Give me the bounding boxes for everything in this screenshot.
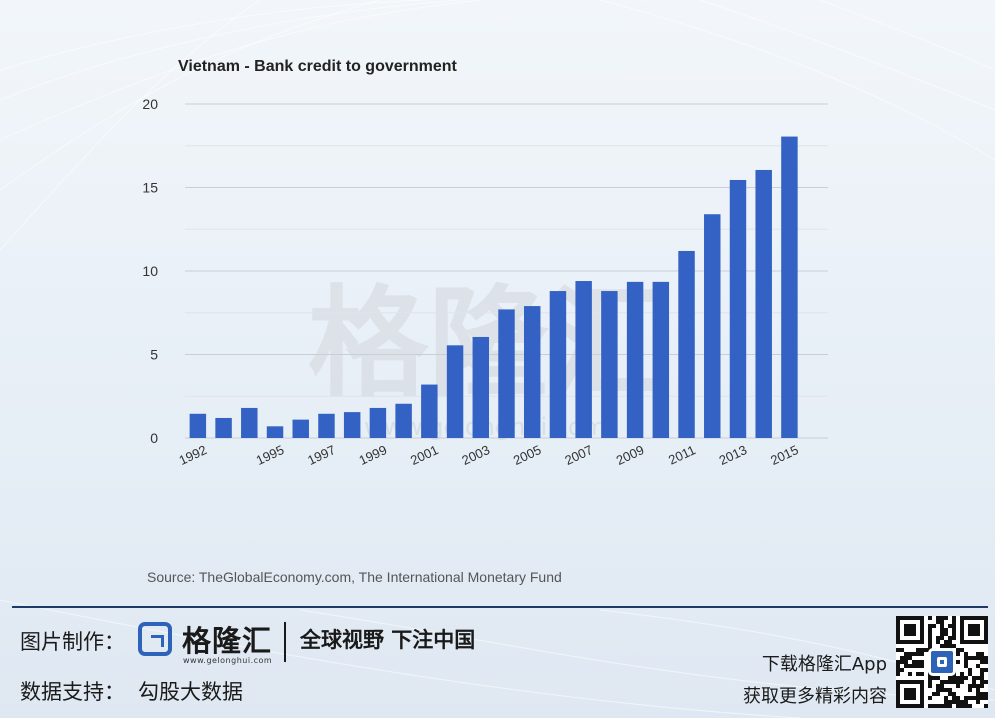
gelonghui-logo-icon [138,622,172,656]
logo-divider [284,622,286,662]
data-support-label: 数据支持： [20,680,125,704]
x-tick-label: 2011 [666,442,698,467]
bar-2014 [755,169,772,438]
chart-source: Source: TheGlobalEconomy.com, The Intern… [147,569,562,585]
y-tick-label: 15 [142,180,158,196]
slogan: 全球视野 下注中国 [300,628,476,652]
y-tick-label: 5 [150,347,158,363]
bar-1999 [369,407,387,438]
bar-2001 [421,384,438,438]
bar-2003 [472,336,490,438]
bar-chart: Vietnam - Bank credit to government 格隆汇 … [142,58,828,585]
footer-divider [12,606,988,608]
bar-2007 [575,281,592,438]
x-tick-label: 1997 [305,442,338,468]
y-tick-label: 0 [150,430,158,446]
credit-label: 图片制作： [20,630,125,654]
bar-2008 [601,291,618,438]
qr-code-icon[interactable] [896,616,988,708]
bar-2012 [704,214,721,438]
bar-1997 [318,413,335,438]
x-tick-label: 1992 [177,442,210,468]
x-tick-label: 2009 [614,442,647,468]
bar-2011 [678,250,695,438]
x-tick-label: 1995 [254,442,287,468]
logo-name: 格隆汇 [182,624,273,658]
bar-2004 [498,309,515,438]
chart-title: Vietnam - Bank credit to government [178,58,458,75]
bar-1998 [343,412,361,438]
x-tick-label: 2013 [717,442,750,468]
bar-2000 [395,403,412,438]
bar-1994 [241,407,258,438]
bar-1995 [266,426,284,438]
x-tick-label: 2005 [511,442,544,468]
bar-2009 [626,281,644,438]
bar-2002 [446,345,464,438]
x-tick-label: 2001 [408,442,441,468]
data-source: 勾股大数据 [138,680,243,704]
x-tick-label: 2015 [768,442,801,468]
y-tick-label: 20 [142,96,158,112]
bar-1996 [292,419,309,438]
y-tick-label: 10 [142,263,158,279]
bar-1992 [189,413,207,438]
app-promo-line: 获取更多精彩内容 [743,686,887,707]
x-tick-label: 2003 [459,442,492,468]
bar-2006 [549,291,567,438]
chart-panel: Vietnam - Bank credit to government 格隆汇 … [140,45,840,595]
logo-url: www.gelonghui.com [183,656,273,665]
footer-credits: 图片制作： 格隆汇 www.gelonghui.com 全球视野 下注中国 数据… [20,618,660,718]
bar-2005 [523,306,541,438]
bar-2015 [781,136,798,438]
x-tick-label: 2007 [562,442,595,468]
app-download-line: 下载格隆汇App [761,654,887,675]
bar-2013 [729,179,747,439]
qr-logo-icon [928,648,956,676]
bar-1993 [215,417,232,438]
bar-2010 [652,281,670,438]
x-tick-label: 1999 [357,442,390,468]
